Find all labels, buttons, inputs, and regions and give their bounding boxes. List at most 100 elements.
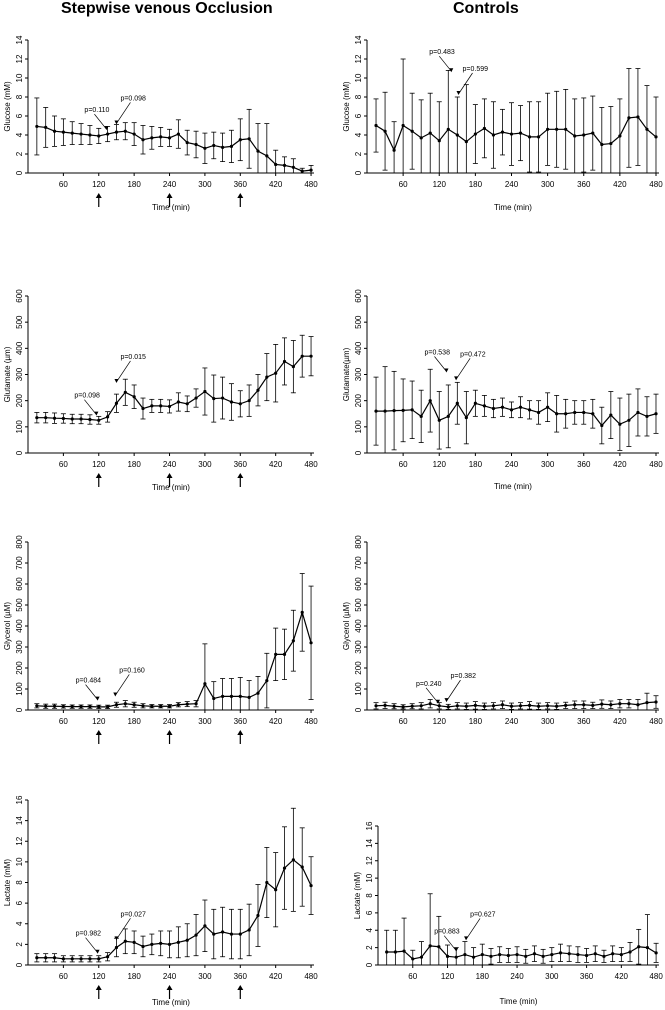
data-point bbox=[567, 952, 571, 956]
annotation-pointer-head bbox=[454, 947, 459, 952]
data-point bbox=[518, 405, 523, 409]
y-tick-label: 10 bbox=[15, 857, 24, 866]
data-point bbox=[573, 134, 577, 138]
data-point bbox=[618, 422, 622, 426]
data-point bbox=[627, 418, 631, 422]
data-point bbox=[70, 417, 74, 421]
annotation-pointer-head bbox=[114, 120, 119, 125]
data-point bbox=[300, 610, 304, 614]
p-value-annotation: p=0.160 bbox=[119, 667, 145, 674]
data-point bbox=[167, 404, 172, 409]
data-point bbox=[600, 142, 604, 147]
annotation-pointer-head bbox=[436, 699, 441, 704]
data-point bbox=[247, 928, 251, 932]
annotation-pointer bbox=[84, 399, 97, 415]
y-tick-label: 600 bbox=[15, 289, 24, 303]
data-point bbox=[392, 409, 396, 413]
y-tick-label: 4 bbox=[365, 927, 374, 932]
data-point bbox=[141, 138, 145, 142]
data-point bbox=[291, 639, 295, 643]
data-point bbox=[282, 359, 287, 364]
data-point bbox=[114, 703, 119, 707]
y-tick-label: 4 bbox=[354, 132, 363, 137]
data-point bbox=[374, 123, 378, 128]
p-value-annotation: p=0.098 bbox=[74, 393, 100, 400]
y-tick-label: 200 bbox=[15, 393, 24, 407]
data-point bbox=[393, 950, 397, 954]
data-point bbox=[141, 944, 145, 949]
y-tick-label: 300 bbox=[354, 640, 363, 654]
data-point bbox=[401, 705, 405, 709]
data-point bbox=[282, 163, 287, 167]
x-tick-label: 120 bbox=[92, 180, 106, 189]
data-point bbox=[52, 956, 57, 960]
x-tick-label: 420 bbox=[613, 717, 627, 726]
data-point bbox=[550, 952, 554, 957]
y-tick-label: 100 bbox=[15, 420, 24, 434]
data-point bbox=[446, 127, 450, 131]
data-point bbox=[410, 704, 414, 708]
data-point bbox=[654, 135, 658, 139]
data-point bbox=[265, 375, 269, 379]
data-point bbox=[473, 703, 477, 707]
data-point bbox=[238, 932, 242, 936]
x-tick-label: 420 bbox=[269, 180, 283, 189]
series-line bbox=[36, 125, 312, 172]
data-point bbox=[132, 703, 136, 707]
data-point bbox=[159, 704, 163, 708]
data-point bbox=[256, 691, 260, 695]
x-axis-label: Time (min) bbox=[152, 998, 190, 1007]
data-point bbox=[150, 404, 154, 408]
series-line bbox=[386, 945, 657, 960]
x-tick-label: 120 bbox=[92, 460, 106, 469]
data-point bbox=[212, 696, 216, 701]
data-point bbox=[123, 939, 127, 943]
y-tick-label: 600 bbox=[15, 577, 24, 591]
occlusion-arrow-head bbox=[95, 193, 102, 198]
x-tick-label: 360 bbox=[577, 717, 591, 726]
data-point bbox=[654, 412, 658, 416]
data-point bbox=[194, 396, 198, 400]
y-tick-label: 6 bbox=[15, 900, 24, 905]
data-point bbox=[600, 423, 604, 428]
p-value-annotation: p=0.982 bbox=[76, 931, 102, 938]
x-tick-label: 180 bbox=[127, 717, 141, 726]
y-tick-label: 16 bbox=[15, 795, 24, 804]
chart-panel-8: 0 2 4 6 8 10 12 14 16 60 120 180 240 300 360 420 480 Lact… bbox=[353, 821, 663, 1006]
data-point bbox=[524, 954, 528, 958]
y-tick-label: 10 bbox=[365, 873, 374, 882]
y-tick-label: 2 bbox=[365, 945, 374, 950]
y-tick-label: 0 bbox=[15, 450, 24, 455]
data-point bbox=[489, 954, 493, 958]
x-tick-label: 360 bbox=[234, 180, 248, 189]
data-point bbox=[220, 694, 225, 698]
chart-panel-2: 0 2 4 6 8 10 12 14 60 120 180 240 300 360 420 480 Glucos… bbox=[342, 35, 663, 212]
data-point bbox=[44, 704, 48, 708]
series-line bbox=[376, 701, 657, 708]
data-point bbox=[500, 405, 505, 409]
data-point bbox=[247, 695, 251, 700]
annotation-pointer bbox=[458, 72, 473, 95]
data-point bbox=[203, 682, 207, 686]
data-point bbox=[79, 957, 83, 961]
x-tick-label: 300 bbox=[541, 717, 555, 726]
x-tick-label: 360 bbox=[580, 972, 594, 981]
data-point bbox=[645, 701, 649, 705]
y-tick-label: 0 bbox=[15, 707, 24, 712]
chart-panel-3: 0 100 200 300 400 500 600 60 120 180 240 300 360 420 4… bbox=[3, 289, 318, 492]
annotation-pointer bbox=[434, 356, 447, 372]
annotation-pointer-head bbox=[95, 949, 100, 954]
x-tick-label: 300 bbox=[198, 717, 212, 726]
data-point bbox=[491, 133, 496, 137]
y-tick-label: 6 bbox=[365, 910, 374, 915]
data-point bbox=[609, 413, 613, 417]
p-value-annotation: p=0.484 bbox=[76, 678, 102, 685]
y-tick-label: 14 bbox=[354, 35, 363, 44]
data-point bbox=[291, 365, 295, 369]
x-tick-label: 480 bbox=[649, 460, 663, 469]
x-tick-label: 240 bbox=[163, 972, 177, 981]
data-point bbox=[52, 129, 57, 133]
data-point bbox=[582, 410, 586, 415]
data-point bbox=[167, 942, 172, 946]
data-point bbox=[611, 952, 615, 956]
